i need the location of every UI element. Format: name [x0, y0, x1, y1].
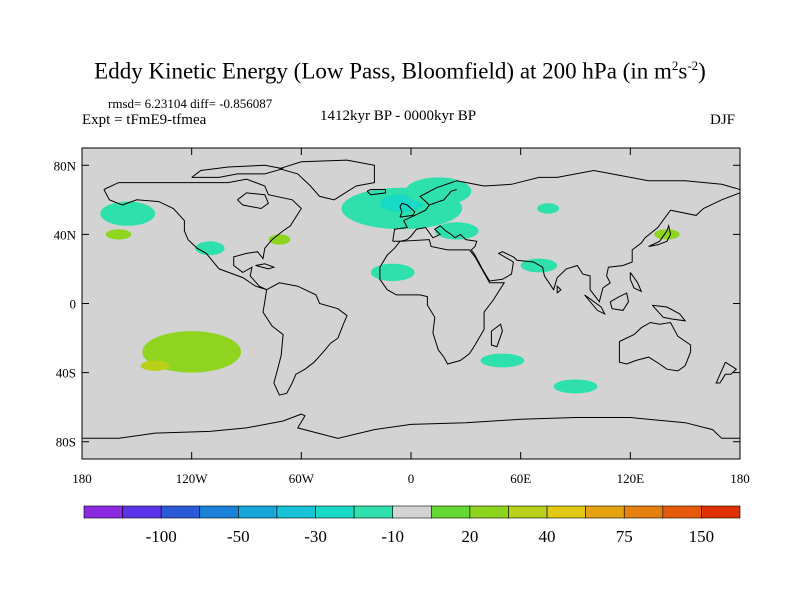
colorbar-label: -30	[304, 527, 327, 546]
stats-text: rmsd= 6.23104 diff= -0.856087	[108, 96, 273, 111]
coastline-new-zealand	[715, 361, 738, 384]
y-tick-label: 80N	[54, 158, 77, 173]
colorbar-label: 20	[461, 527, 478, 546]
field-region-southern-indian	[553, 379, 598, 394]
coastline-britain	[399, 202, 416, 218]
x-tick-label: 120E	[617, 471, 645, 486]
y-tick-label: 0	[70, 297, 77, 312]
colorbar-box	[623, 505, 664, 519]
x-tick-label: 180	[72, 471, 92, 486]
y-tick-label: 40N	[54, 227, 77, 242]
field-region-south-pacific	[142, 331, 242, 373]
field-region-south-pacific-core	[140, 360, 170, 371]
colorbar-label: -10	[381, 527, 404, 546]
coastline-cuba	[255, 263, 276, 270]
experiment-label: Expt = tFmE9-tfmea	[82, 112, 207, 128]
coastline-north-america	[103, 178, 302, 291]
coastline-borneo	[609, 292, 630, 311]
colorbar-label: 150	[689, 527, 715, 546]
coastline-greenland	[279, 159, 375, 201]
coastline-sumatra	[584, 294, 606, 316]
colorbar-box	[353, 505, 394, 519]
colorbar-label: 75	[616, 527, 633, 546]
colorbar-box	[160, 505, 201, 519]
coastline-sri-lanka	[556, 285, 562, 294]
field-region-south-atlantic	[480, 353, 525, 368]
field-region-mediterranean	[434, 222, 479, 240]
field-region-north-pacific	[100, 201, 156, 226]
coastline-south-america	[262, 282, 348, 396]
colorbar-box	[585, 505, 625, 519]
colorbar-label: -100	[146, 527, 177, 546]
x-tick-label: 120W	[176, 471, 209, 486]
season-label: DJF	[710, 112, 736, 128]
coastline-hudson-bay	[237, 192, 270, 210]
coastlines	[82, 159, 740, 439]
coastline-australia	[618, 321, 692, 372]
coastline-eurasia	[392, 169, 740, 303]
colorbar-box	[315, 505, 355, 519]
coastline-arctic-islands	[191, 164, 284, 178]
y-tick-label: 80S	[56, 435, 76, 450]
field-region-north-asia	[537, 203, 560, 214]
colorbar-box	[392, 505, 432, 519]
field-layer	[100, 177, 680, 394]
colorbar-label: 40	[539, 527, 556, 546]
colorbar-box	[508, 505, 548, 519]
x-tick-label: 0	[408, 471, 415, 486]
colorbar-box	[662, 505, 702, 519]
field-region-east-pacific-subtropic	[105, 229, 132, 240]
axes: 180 120W 60W 0 60E 120E 180 80N 40N 0 40S 80S	[54, 148, 750, 486]
coastline-scandinavia-baltic	[429, 189, 457, 206]
colorbar-box	[238, 505, 278, 519]
colorbar-box	[469, 505, 509, 519]
colorbar: -100 -50 -30 -10 20 40 75 150	[83, 505, 741, 546]
field-region-subtropical-atlantic	[370, 263, 415, 282]
time-period: 1412kyr BP - 0000kyr BP	[320, 108, 477, 124]
coastline-iceland	[366, 189, 386, 196]
colorbar-box	[83, 505, 123, 519]
coastline-japan	[648, 223, 672, 247]
coastline-africa	[379, 239, 506, 365]
colorbar-label: -50	[227, 527, 250, 546]
x-tick-label: 60W	[289, 471, 315, 486]
colorbar-box	[199, 505, 239, 519]
y-tick-label: 40S	[56, 366, 76, 381]
colorbar-box	[276, 505, 316, 519]
coastline-madagascar	[490, 323, 503, 348]
field-region-japan-region	[654, 229, 680, 240]
coastline-new-guinea	[651, 304, 687, 322]
field-region-gulf-mexico	[268, 234, 291, 245]
colorbar-box	[701, 505, 741, 519]
coastline-antarctica	[82, 413, 740, 439]
x-tick-label: 60E	[510, 471, 531, 486]
x-tick-label: 180	[730, 471, 750, 486]
chart-title: Eddy Kinetic Energy (Low Pass, Bloomfiel…	[94, 58, 706, 84]
field-region-central-america	[195, 241, 225, 256]
colorbar-box	[122, 505, 162, 519]
coastline-philippines	[629, 272, 643, 293]
colorbar-box	[430, 505, 471, 519]
colorbar-box	[546, 505, 586, 519]
